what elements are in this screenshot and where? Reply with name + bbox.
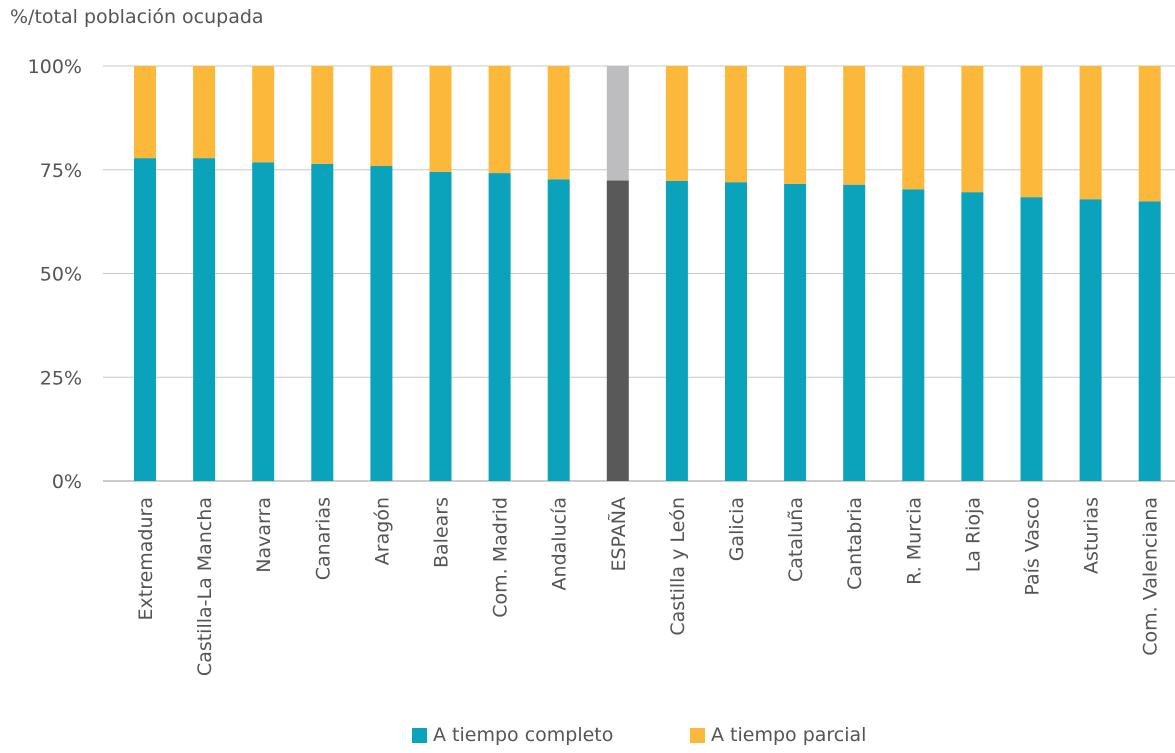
legend-item-part-time: A tiempo parcial <box>690 724 866 746</box>
bar-part-time-1 <box>193 66 216 159</box>
bar-part-time-4 <box>370 66 393 167</box>
x-tick-label: Cantabria <box>844 497 866 590</box>
bar-full-time-15 <box>1020 197 1043 481</box>
x-tick-label: País Vasco <box>1022 497 1044 596</box>
x-tick-label: Asturias <box>1081 497 1103 574</box>
bar-part-time-9 <box>665 66 688 181</box>
y-axis-title: %/total población ocupada <box>10 6 264 28</box>
bar-part-time-11 <box>784 66 807 184</box>
legend-swatch-part-time <box>690 727 705 743</box>
legend-item-full-time: A tiempo completo <box>412 724 613 746</box>
bar-full-time-1 <box>193 158 216 481</box>
bar-full-time-8 <box>606 180 629 482</box>
x-axis-labels: Extremadura Castilla-La Mancha Navarra Cana… <box>135 497 1162 676</box>
y-tick-label: 75% <box>40 160 82 182</box>
x-tick-label: Castilla-La Mancha <box>194 497 216 676</box>
legend-label-full-time: A tiempo completo <box>433 724 614 746</box>
bar-full-time-5 <box>429 171 452 481</box>
bar-full-time-7 <box>547 179 570 482</box>
bar-full-time-4 <box>370 166 393 481</box>
x-tick-label: Com. Madrid <box>490 497 512 618</box>
x-tick-label: Canarias <box>312 497 334 580</box>
x-tick-label: ESPAÑA <box>607 497 630 572</box>
x-tick-label: R. Murcia <box>903 497 925 585</box>
bar-part-time-6 <box>488 66 511 174</box>
bar-part-time-7 <box>547 66 570 180</box>
bar-part-time-15 <box>1020 66 1043 198</box>
bar-part-time-2 <box>252 66 275 163</box>
bar-full-time-6 <box>488 173 511 481</box>
legend-swatch-full-time <box>412 727 427 743</box>
x-tick-label: Galicia <box>726 497 748 561</box>
x-tick-label: Balears <box>431 497 453 568</box>
x-tick-label: Com. Valenciana <box>1140 497 1162 656</box>
bar-part-time-16 <box>1079 66 1102 200</box>
bar-full-time-0 <box>134 158 156 481</box>
bar-part-time-13 <box>902 66 925 190</box>
x-tick-label: Aragón <box>371 497 393 565</box>
bar-full-time-17 <box>1138 201 1161 482</box>
x-tick-label: Navarra <box>253 497 275 573</box>
bar-part-time-3 <box>311 66 334 164</box>
bar-full-time-9 <box>665 180 688 481</box>
bar-full-time-14 <box>961 192 984 481</box>
bar-part-time-14 <box>961 66 984 193</box>
bar-full-time-13 <box>902 189 925 481</box>
bar-full-time-3 <box>311 163 334 481</box>
bar-part-time-10 <box>725 66 747 183</box>
y-tick-label: 0% <box>52 471 82 493</box>
y-tick-label: 100% <box>28 56 82 78</box>
x-tick-label: Extremadura <box>135 497 157 621</box>
x-tick-label: Cataluña <box>785 497 807 582</box>
legend-label-part-time: A tiempo parcial <box>711 724 867 746</box>
bar-part-time-5 <box>429 66 452 172</box>
bar-full-time-10 <box>725 182 747 481</box>
x-tick-label: Andalucía <box>549 497 571 590</box>
stacked-bar-chart: 0% 25% 50% 75% 100% Extremadura Castilla-La M… <box>28 56 1175 676</box>
y-tick-label: 50% <box>40 264 82 286</box>
bar-part-time-12 <box>843 66 866 185</box>
bars <box>134 66 1161 482</box>
bar-full-time-12 <box>843 184 866 481</box>
x-tick-label: La Rioja <box>962 497 984 572</box>
gridlines <box>103 65 1175 482</box>
bar-part-time-0 <box>134 66 156 159</box>
bar-full-time-2 <box>252 162 275 481</box>
y-tick-label: 25% <box>40 367 82 389</box>
bar-part-time-17 <box>1138 66 1161 202</box>
legend: A tiempo completo A tiempo parcial <box>0 724 1175 750</box>
bar-full-time-11 <box>784 183 807 482</box>
y-axis-ticks: 0% 25% 50% 75% 100% <box>28 56 82 493</box>
bar-full-time-16 <box>1079 199 1102 481</box>
bar-part-time-8 <box>606 66 629 181</box>
x-tick-label: Castilla y León <box>667 497 689 636</box>
